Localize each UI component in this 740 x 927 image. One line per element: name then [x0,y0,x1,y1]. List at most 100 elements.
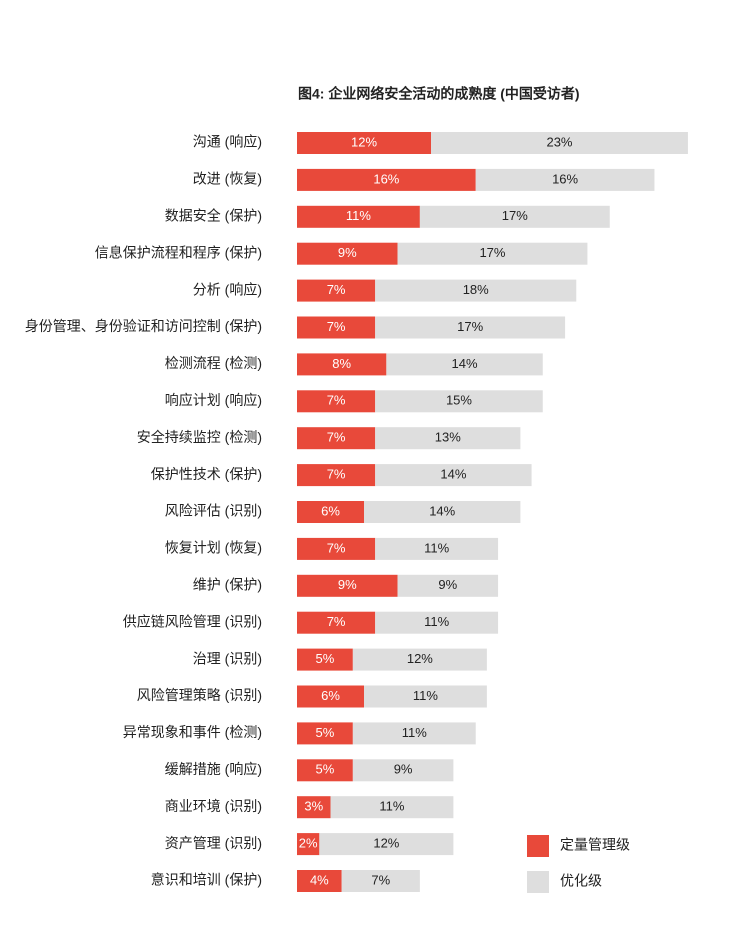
value-label: 6% [321,503,340,518]
category-label: 信息保护流程和程序 (保护) [95,244,262,260]
bar-segment [375,390,543,413]
value-label: 7% [327,430,346,445]
bar-segment [297,574,398,597]
bar-segment [475,168,655,191]
category-label: 供应链风险管理 (识别) [123,613,262,629]
bar-segment [375,611,499,634]
bar-segment [319,833,454,856]
bar-segment [330,796,454,819]
bar-segment [297,685,365,708]
value-label: 17% [479,245,505,260]
bar-segment [297,353,387,376]
bar-segment [297,316,376,339]
value-label: 9% [394,762,413,777]
bar-segment [375,316,566,339]
bar-segment [297,205,420,228]
bar-segment [297,464,376,487]
value-label: 7% [327,614,346,629]
bar-segment [297,833,320,856]
bar-segment [397,574,499,597]
value-label: 13% [435,430,461,445]
category-label: 维护 (保护) [193,577,262,593]
bar-segment [297,390,376,413]
value-label: 6% [321,688,340,703]
bar-segment [297,648,353,671]
value-label: 18% [463,282,489,297]
category-label: 风险管理策略 (识别) [137,687,262,703]
value-label: 9% [338,245,357,260]
value-label: 5% [316,725,335,740]
value-label: 5% [316,762,335,777]
legend-swatch [527,871,549,893]
bar-segment [419,205,610,228]
value-label: 12% [351,134,377,149]
category-label: 检测流程 (检测) [165,355,262,371]
category-label: 沟通 (响应) [193,134,262,150]
value-label: 7% [327,393,346,408]
legend-label: 定量管理级 [560,837,630,853]
category-label: 资产管理 (识别) [165,835,262,851]
value-label: 17% [457,319,483,334]
bar-segment [297,759,353,782]
bar-segment [297,722,353,745]
category-label: 异常现象和事件 (检测) [123,724,262,740]
value-label: 7% [327,467,346,482]
value-label: 14% [452,356,478,371]
category-label: 改进 (恢复) [193,171,262,187]
bar-segment [297,611,376,634]
bar-segment [297,870,342,892]
value-label: 16% [373,171,399,186]
bar-segment [297,168,476,191]
category-label: 安全持续监控 (检测) [137,429,262,445]
bar-segment [297,796,331,819]
value-label: 14% [440,467,466,482]
category-label: 意识和培训 (保护) [151,872,262,888]
value-label: 23% [546,134,572,149]
category-label: 保护性技术 (保护) [151,466,262,482]
category-label: 商业环境 (识别) [165,798,262,814]
bar-segment [364,501,521,523]
value-label: 14% [429,503,455,518]
category-label: 治理 (识别) [193,650,262,666]
category-label: 身份管理、身份验证和访问控制 (保护) [25,318,262,334]
bar-segment [297,242,398,265]
value-label: 17% [502,208,528,223]
bar-segment [352,722,476,745]
value-label: 15% [446,393,472,408]
bar-segment [297,132,432,154]
value-label: 11% [413,688,438,703]
value-label: 4% [310,872,329,887]
bar-segment [375,464,532,487]
legend-label: 优化级 [560,873,602,889]
category-label: 数据安全 (保护) [165,208,262,224]
value-label: 12% [407,651,433,666]
bar-segment [297,537,376,560]
category-label: 缓解措施 (响应) [165,761,262,777]
value-label: 11% [346,208,371,223]
value-label: 11% [424,540,449,555]
value-label: 12% [373,836,399,851]
chart-title: 图4: 企业网络安全活动的成熟度 (中国受访者) [298,86,580,102]
bar-segment [364,685,487,708]
bar-segment [386,353,543,376]
bar-segment [352,759,454,782]
bar-segment [375,537,499,560]
value-label: 7% [371,872,390,887]
bar-segment [297,501,365,523]
category-label: 恢复计划 (恢复) [165,540,262,556]
bar-segment [297,279,376,302]
value-label: 2% [299,836,318,851]
bar-segment [297,427,376,450]
value-label: 16% [552,171,578,186]
category-label: 风险评估 (识别) [165,503,262,519]
value-label: 11% [402,725,427,740]
value-label: 3% [304,799,323,814]
bar-segment [352,648,487,671]
bar-segment [431,132,688,154]
value-label: 5% [316,651,335,666]
value-label: 11% [424,614,449,629]
bar-segment [397,242,588,265]
bar-segment [341,870,420,892]
category-label: 分析 (响应) [193,281,262,297]
